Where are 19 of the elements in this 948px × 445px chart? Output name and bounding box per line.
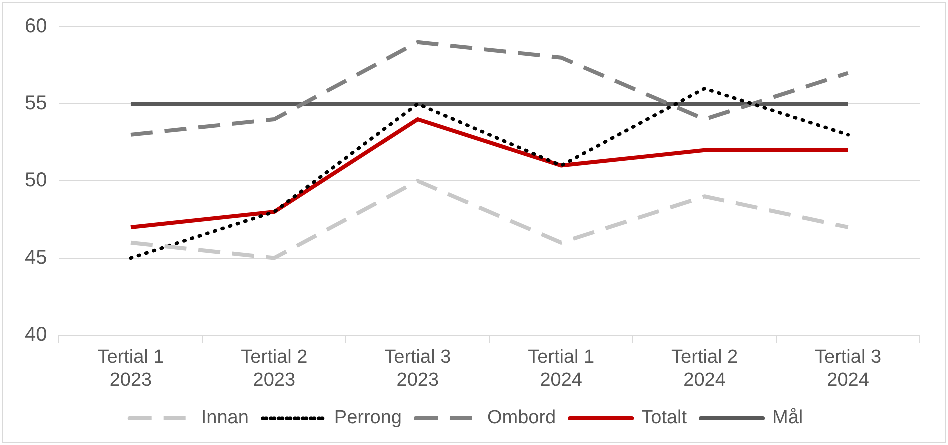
legend-label: Innan bbox=[201, 408, 249, 429]
line-series bbox=[129, 86, 850, 260]
x-tick-label: Tertial 3 2024 bbox=[815, 347, 882, 391]
line-series bbox=[128, 179, 850, 260]
y-tick-label: 40 bbox=[24, 324, 48, 346]
x-tick-label: Tertial 1 2023 bbox=[98, 347, 164, 391]
legend-label: Ombord bbox=[487, 408, 556, 429]
legend-label: Mål bbox=[772, 408, 804, 429]
x-tick-label: Tertial 1 2024 bbox=[528, 347, 595, 391]
legend-label: Totalt bbox=[642, 408, 688, 429]
x-tick-label: Tertial 3 2023 bbox=[384, 347, 452, 391]
x-tick-label: Tertial 2 2023 bbox=[241, 347, 308, 391]
y-tick-label: 60 bbox=[24, 16, 48, 38]
line-series bbox=[128, 40, 850, 137]
y-tick-label: 50 bbox=[24, 170, 48, 192]
y-tick-label: 55 bbox=[24, 92, 48, 115]
y-tick-label: 45 bbox=[24, 246, 48, 269]
x-tick-label: Tertial 2 2024 bbox=[672, 347, 738, 391]
legend-label: Perrong bbox=[334, 408, 402, 429]
